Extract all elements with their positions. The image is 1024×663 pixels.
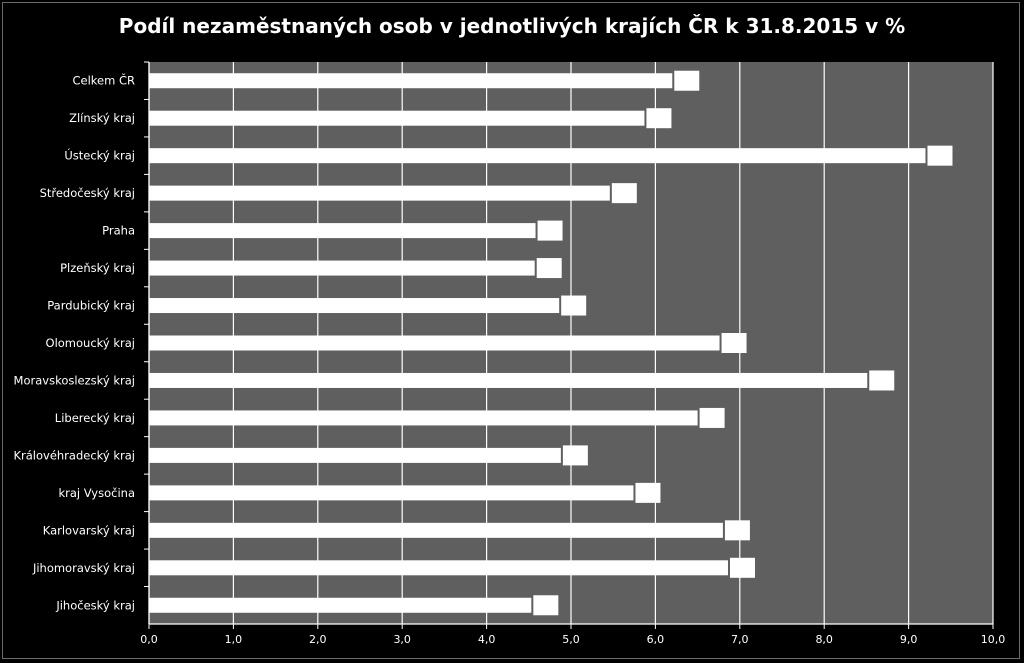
data-label-box <box>561 295 587 316</box>
bars <box>149 70 953 616</box>
data-label-box <box>533 595 559 616</box>
x-tick-label: 3,0 <box>393 633 411 646</box>
data-label-box <box>674 70 700 91</box>
x-tick-label: 4,0 <box>478 633 496 646</box>
data-label-box <box>536 258 562 279</box>
category-label: Středočeský kraj <box>40 186 135 200</box>
x-tick-label: 0,0 <box>140 633 158 646</box>
category-labels: Celkem ČR Zlínský kraj Ústecký kraj Středoč… <box>13 73 135 613</box>
bar <box>149 372 868 388</box>
bar <box>149 185 610 201</box>
x-tick-label: 8,0 <box>815 633 833 646</box>
category-label: Jihočeský kraj <box>55 598 135 612</box>
category-label: Jihomoravský kraj <box>32 561 135 575</box>
x-tick-label: 6,0 <box>647 633 665 646</box>
data-label-box <box>646 108 672 129</box>
x-tick-label: 1,0 <box>225 633 243 646</box>
x-tick-label: 10,0 <box>981 633 1006 646</box>
x-tick-label: 5,0 <box>562 633 580 646</box>
x-tick-label: 9,0 <box>900 633 918 646</box>
category-label: Ústecký kraj <box>64 148 135 163</box>
bar <box>149 522 723 538</box>
data-label-box <box>729 557 755 578</box>
data-label-box <box>562 445 588 466</box>
bar <box>149 410 698 426</box>
category-label: Moravskoslezský kraj <box>14 373 135 387</box>
data-label-box <box>927 145 953 166</box>
chart-title: Podíl nezaměstnaných osob v jednotlivých… <box>118 14 906 38</box>
category-label: Plzeňský kraj <box>60 261 135 275</box>
category-label: Liberecký kraj <box>55 411 135 425</box>
data-label-box <box>869 370 895 391</box>
bar <box>149 597 532 613</box>
category-label: Královéhradecký kraj <box>13 448 135 462</box>
bar <box>149 447 561 463</box>
category-label: Zlínský kraj <box>69 111 135 125</box>
category-label: Olomoucký kraj <box>46 336 135 350</box>
bar <box>149 110 645 126</box>
bar <box>149 223 536 239</box>
x-tick-labels: 0,0 1,0 2,0 3,0 4,0 5,0 6,0 7,0 8,0 9,0 10,0 <box>140 633 1005 646</box>
data-label-box <box>611 183 637 204</box>
bar <box>149 485 634 501</box>
data-label-box <box>699 407 725 428</box>
x-tick-label: 7,0 <box>731 633 749 646</box>
category-label: Pardubický kraj <box>47 299 135 313</box>
bar <box>149 148 926 164</box>
bar <box>149 260 535 276</box>
x-tick-label: 2,0 <box>309 633 327 646</box>
data-label-box <box>537 220 563 241</box>
category-label: Praha <box>102 224 135 238</box>
category-label: kraj Vysočina <box>58 486 135 500</box>
bar <box>149 73 673 89</box>
data-label-box <box>721 333 747 353</box>
bar <box>149 560 728 576</box>
category-label: Karlovarský kraj <box>43 523 135 537</box>
data-label-box <box>724 520 750 541</box>
bar <box>149 298 560 314</box>
category-label: Celkem ČR <box>72 73 135 88</box>
bar <box>149 335 720 351</box>
data-label-box <box>635 482 661 503</box>
